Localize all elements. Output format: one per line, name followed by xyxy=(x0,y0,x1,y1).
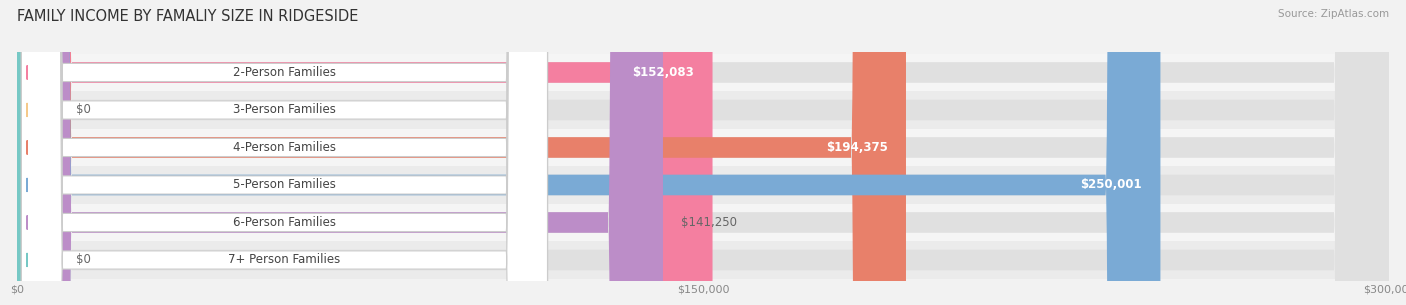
FancyBboxPatch shape xyxy=(17,0,905,305)
FancyBboxPatch shape xyxy=(17,0,1389,305)
FancyBboxPatch shape xyxy=(21,0,547,305)
FancyBboxPatch shape xyxy=(17,0,713,305)
Bar xyxy=(17,54,1389,91)
Text: $194,375: $194,375 xyxy=(825,141,887,154)
Bar xyxy=(17,129,1389,166)
Text: Source: ZipAtlas.com: Source: ZipAtlas.com xyxy=(1278,9,1389,19)
Text: 5-Person Families: 5-Person Families xyxy=(233,178,336,192)
FancyBboxPatch shape xyxy=(17,0,1389,305)
FancyBboxPatch shape xyxy=(17,0,1160,305)
FancyBboxPatch shape xyxy=(21,0,547,305)
FancyBboxPatch shape xyxy=(17,0,1389,305)
FancyBboxPatch shape xyxy=(17,0,1389,305)
FancyBboxPatch shape xyxy=(21,0,547,305)
FancyBboxPatch shape xyxy=(17,0,58,305)
Text: $0: $0 xyxy=(76,253,91,267)
Bar xyxy=(17,241,1389,279)
Text: 7+ Person Families: 7+ Person Families xyxy=(228,253,340,267)
Text: 3-Person Families: 3-Person Families xyxy=(233,103,336,117)
Text: FAMILY INCOME BY FAMALIY SIZE IN RIDGESIDE: FAMILY INCOME BY FAMALIY SIZE IN RIDGESI… xyxy=(17,9,359,24)
FancyBboxPatch shape xyxy=(17,0,664,305)
Bar xyxy=(17,91,1389,129)
FancyBboxPatch shape xyxy=(21,0,547,305)
FancyBboxPatch shape xyxy=(17,0,1389,305)
Bar xyxy=(17,204,1389,241)
FancyBboxPatch shape xyxy=(21,0,547,305)
Text: 6-Person Families: 6-Person Families xyxy=(233,216,336,229)
Bar xyxy=(17,166,1389,204)
FancyBboxPatch shape xyxy=(17,0,58,305)
Text: 2-Person Families: 2-Person Families xyxy=(233,66,336,79)
Text: $152,083: $152,083 xyxy=(633,66,695,79)
FancyBboxPatch shape xyxy=(21,0,547,305)
Text: $0: $0 xyxy=(76,103,91,117)
Text: $141,250: $141,250 xyxy=(682,216,737,229)
Text: 4-Person Families: 4-Person Families xyxy=(233,141,336,154)
Text: $250,001: $250,001 xyxy=(1080,178,1142,192)
FancyBboxPatch shape xyxy=(17,0,1389,305)
